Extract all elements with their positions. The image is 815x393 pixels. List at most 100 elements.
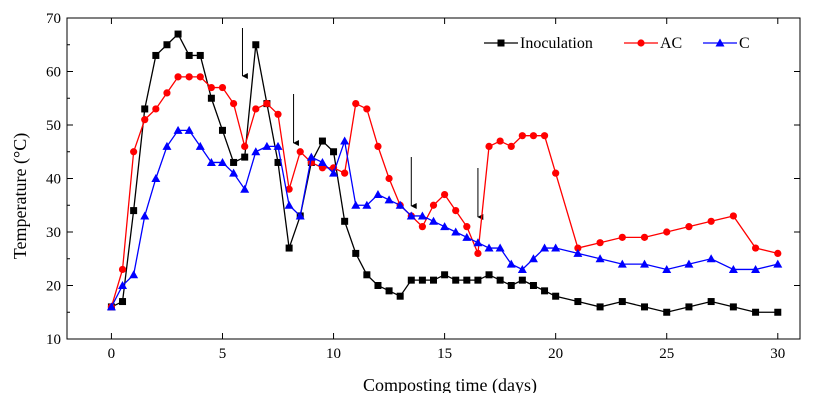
data-point bbox=[451, 227, 461, 236]
series-ac bbox=[107, 73, 782, 311]
data-point bbox=[663, 308, 671, 316]
data-point bbox=[528, 254, 538, 263]
y-tick-label: 30 bbox=[46, 225, 61, 241]
legend-marker bbox=[497, 39, 505, 47]
data-point bbox=[518, 276, 526, 284]
data-point bbox=[262, 141, 272, 150]
data-point bbox=[751, 264, 761, 273]
data-point bbox=[352, 100, 360, 108]
data-point bbox=[252, 105, 260, 113]
legend-item: C bbox=[703, 35, 750, 52]
data-point bbox=[395, 200, 405, 209]
data-point bbox=[551, 243, 561, 252]
data-point bbox=[640, 233, 649, 241]
data-point bbox=[462, 232, 472, 241]
data-point bbox=[306, 152, 316, 161]
legend-label: C bbox=[739, 35, 750, 52]
data-point bbox=[441, 271, 449, 279]
data-point bbox=[274, 110, 282, 118]
data-point bbox=[341, 169, 349, 177]
data-point bbox=[773, 259, 783, 268]
data-point bbox=[106, 302, 116, 311]
data-point bbox=[385, 287, 393, 295]
data-point bbox=[452, 276, 460, 284]
data-point bbox=[174, 73, 182, 81]
y-tick-label: 70 bbox=[46, 11, 61, 27]
data-point bbox=[130, 207, 138, 215]
data-point bbox=[529, 282, 537, 289]
legend-item: Inoculation bbox=[484, 35, 593, 52]
arrow-annotations bbox=[241, 28, 484, 220]
data-point bbox=[284, 200, 294, 209]
y-axis-title: Temperature (°C) bbox=[10, 133, 31, 259]
data-point bbox=[396, 292, 404, 300]
data-point bbox=[507, 142, 515, 150]
data-point bbox=[574, 298, 582, 306]
data-point bbox=[352, 249, 360, 257]
data-point bbox=[229, 100, 238, 108]
data-point bbox=[596, 303, 604, 311]
data-point bbox=[573, 248, 583, 257]
data-point bbox=[485, 271, 493, 279]
data-point bbox=[241, 153, 249, 161]
chart-legend: Inoculation AC C bbox=[484, 35, 750, 52]
data-point bbox=[430, 276, 437, 284]
x-tick-label: 10 bbox=[326, 346, 341, 362]
data-point bbox=[174, 30, 182, 38]
data-point bbox=[330, 148, 338, 156]
data-point bbox=[206, 157, 216, 166]
x-tick-label: 25 bbox=[659, 346, 674, 362]
data-point bbox=[229, 168, 239, 177]
data-point bbox=[418, 276, 426, 284]
data-point bbox=[617, 259, 627, 268]
data-point bbox=[418, 223, 426, 231]
data-point bbox=[141, 105, 149, 113]
x-tick-label: 20 bbox=[548, 346, 563, 362]
legend-marker bbox=[637, 39, 645, 47]
data-point bbox=[351, 200, 361, 209]
data-point bbox=[163, 41, 171, 49]
data-point bbox=[374, 142, 382, 150]
data-point bbox=[441, 190, 449, 199]
data-point bbox=[640, 259, 650, 268]
data-point bbox=[496, 276, 504, 284]
data-point bbox=[118, 265, 127, 274]
data-point bbox=[130, 148, 138, 156]
data-point bbox=[417, 211, 427, 220]
data-point bbox=[118, 281, 128, 289]
data-point bbox=[452, 207, 460, 215]
data-point bbox=[463, 223, 471, 231]
y-tick-label: 20 bbox=[46, 279, 61, 295]
data-point bbox=[119, 298, 127, 306]
data-point bbox=[728, 264, 738, 273]
legend-item: AC bbox=[624, 35, 682, 52]
data-point bbox=[429, 216, 438, 225]
data-point bbox=[217, 157, 227, 166]
data-point bbox=[641, 303, 649, 311]
data-point bbox=[440, 222, 450, 231]
data-point bbox=[474, 276, 482, 284]
data-point bbox=[207, 94, 215, 102]
data-point bbox=[329, 168, 339, 177]
data-point bbox=[295, 211, 305, 220]
data-point bbox=[429, 201, 438, 209]
data-point bbox=[407, 276, 415, 284]
data-point bbox=[751, 244, 760, 252]
series-line bbox=[110, 129, 778, 308]
data-point bbox=[274, 158, 282, 166]
data-point bbox=[363, 105, 371, 113]
data-point bbox=[207, 83, 215, 92]
data-point bbox=[184, 125, 194, 134]
data-point bbox=[706, 254, 716, 263]
data-point bbox=[263, 100, 271, 108]
data-point bbox=[374, 282, 382, 289]
data-point bbox=[774, 249, 782, 257]
x-tick-label: 15 bbox=[437, 346, 452, 362]
data-point bbox=[196, 51, 204, 59]
data-point bbox=[618, 233, 626, 241]
data-point bbox=[540, 132, 549, 140]
y-tick-label: 40 bbox=[46, 172, 61, 188]
series-c bbox=[106, 125, 783, 311]
data-point bbox=[574, 244, 582, 252]
